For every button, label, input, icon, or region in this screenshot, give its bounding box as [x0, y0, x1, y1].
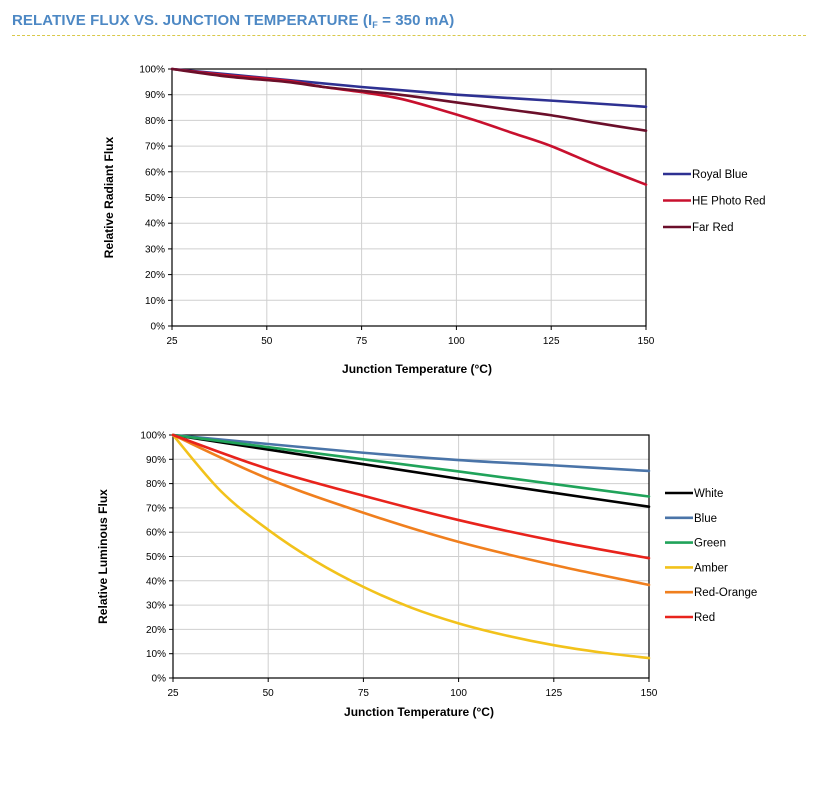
radiant-flux-chart: 0% 10% 20% 30% 40% 50% 60% 70% 80% 90% 100% 25 50 75 1…	[102, 65, 766, 377]
x-axis-title: Junction Temperature (°C)	[342, 362, 492, 376]
x-axis-title: Junction Temperature (°C)	[344, 705, 494, 719]
series-line-red	[171, 433, 651, 560]
title-divider	[12, 35, 806, 36]
y-tick-label: 0%	[152, 674, 167, 685]
y-tick-label: 50%	[146, 552, 166, 563]
series-line-blue	[171, 433, 651, 473]
y-tick-label: 20%	[146, 625, 166, 636]
y-tick-label: 100%	[140, 431, 166, 442]
y-axis-title: Relative Luminous Flux	[96, 489, 110, 624]
legend-label-green: Green	[694, 538, 726, 550]
y-tick-label: 10%	[145, 296, 165, 307]
y-tick-label: 10%	[146, 649, 166, 660]
legend-label-blue: Blue	[694, 513, 717, 525]
x-tick-label: 50	[261, 336, 273, 347]
x-tick-label: 75	[358, 688, 370, 699]
y-tick-label: 0%	[151, 322, 166, 333]
y-tick-label: 80%	[146, 479, 166, 490]
y-tick-label: 90%	[146, 455, 166, 466]
x-tick-label: 125	[543, 336, 560, 347]
x-tick-label: 25	[167, 688, 179, 699]
x-tick-label: 100	[450, 688, 467, 699]
y-tick-label: 80%	[145, 116, 165, 127]
page-title-subscript: F	[372, 20, 378, 30]
x-tick-label: 150	[641, 688, 658, 699]
legend-label-he-photo-red: HE Photo Red	[692, 196, 766, 208]
y-tick-label: 70%	[145, 142, 165, 153]
series-line-amber	[171, 433, 651, 660]
legend-label-amber: Amber	[694, 562, 728, 574]
y-tick-label: 100%	[139, 65, 165, 76]
series-line-red-orange	[171, 433, 651, 587]
x-tick-label: 50	[263, 688, 275, 699]
y-tick-label: 20%	[145, 270, 165, 281]
page-title-prefix: RELATIVE FLUX VS. JUNCTION TEMPERATURE (…	[12, 12, 373, 29]
x-tick-label: 25	[166, 336, 178, 347]
y-tick-label: 60%	[146, 528, 166, 539]
page-title: RELATIVE FLUX VS. JUNCTION TEMPERATURE (…	[12, 12, 454, 30]
y-tick-label: 50%	[145, 193, 165, 204]
legend-label-far-red: Far Red	[692, 222, 734, 234]
y-tick-label: 30%	[146, 601, 166, 612]
legend-label-red-orange: Red-Orange	[694, 587, 757, 599]
series-line-far-red	[170, 67, 648, 132]
x-tick-label: 100	[448, 336, 465, 347]
x-tick-label: 75	[356, 336, 368, 347]
legend-label-red: Red	[694, 612, 715, 624]
series-line-white	[171, 433, 651, 508]
x-tick-label: 150	[638, 336, 655, 347]
series-line-he-photo-red	[170, 67, 648, 186]
legend-label-royal-blue: Royal Blue	[692, 169, 748, 181]
legend-label-white: White	[694, 488, 723, 500]
y-tick-label: 40%	[146, 576, 166, 587]
y-tick-label: 30%	[145, 244, 165, 255]
y-tick-label: 60%	[145, 167, 165, 178]
y-tick-label: 40%	[145, 219, 165, 230]
series-line-green	[171, 433, 651, 498]
y-axis-title: Relative Radiant Flux	[102, 136, 116, 258]
y-tick-label: 70%	[146, 503, 166, 514]
y-tick-label: 90%	[145, 90, 165, 101]
x-tick-label: 125	[545, 688, 562, 699]
page-title-suffix: = 350 mA)	[377, 12, 455, 29]
